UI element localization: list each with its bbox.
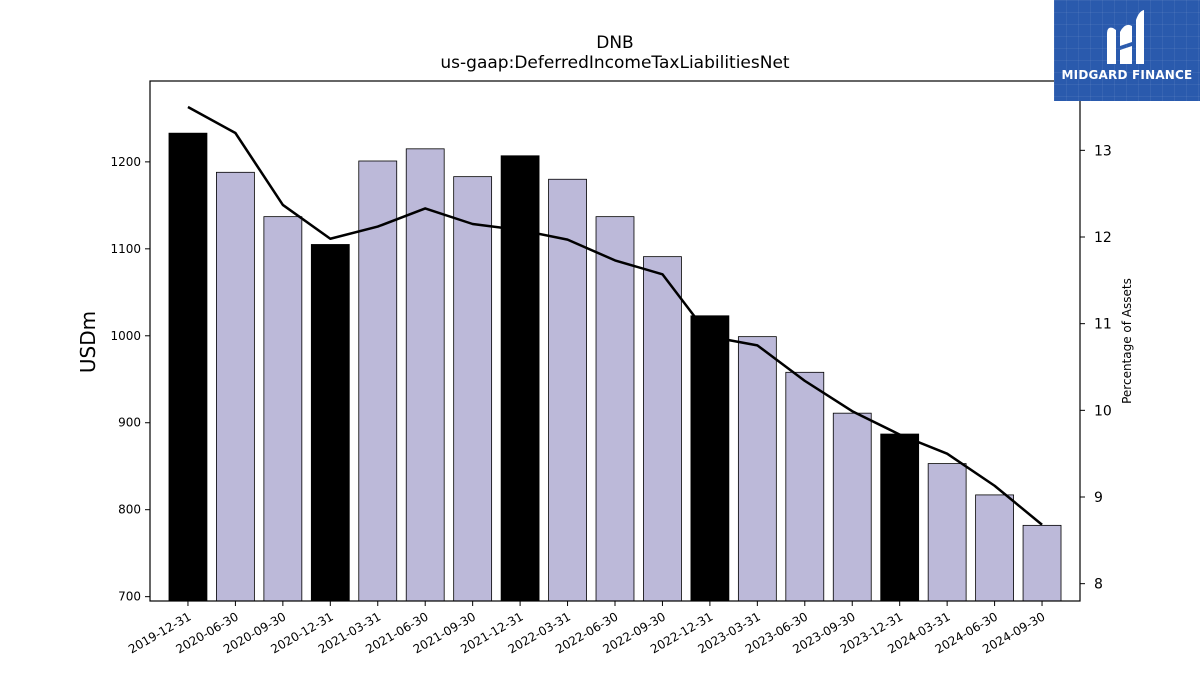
bar [880,433,920,602]
bar [690,315,730,602]
y-tick-label: 900 [118,416,141,430]
bar [975,494,1014,602]
bar [263,216,303,602]
bar [927,463,967,602]
bar [453,176,493,602]
bar [358,160,398,602]
brand-logo: MIDGARD FINANCE [1054,0,1200,101]
y-axis-label: USDm [76,311,100,373]
brand-name: MIDGARD FINANCE [1061,68,1193,82]
y-tick-label: 800 [118,503,141,517]
y2-tick-label: 9 [1094,490,1103,506]
bar [168,132,208,602]
y-tick-label: 1100 [110,242,141,256]
bar [500,155,540,602]
y-tick-label: 700 [118,590,141,604]
y2-axis-label: Percentage of Assets [1120,278,1134,404]
bar [595,216,635,602]
chart-title-concept: us-gaap:DeferredIncomeTaxLiabilitiesNet [440,53,790,73]
bar [310,244,350,602]
y-tick-label: 1000 [110,329,141,343]
bar [216,171,255,602]
bar [548,178,587,602]
y2-tick-label: 12 [1094,230,1112,246]
midgard-logo-icon [1107,10,1144,65]
bar [785,371,825,602]
chart-title-ticker: DNB [596,33,634,53]
bar [405,148,445,602]
bar [1022,524,1062,602]
y2-tick-label: 11 [1094,317,1112,333]
bar [643,256,682,602]
percentage-line [187,105,1043,526]
bar [737,336,777,602]
bar [832,412,872,602]
y2-tick-label: 13 [1094,143,1112,159]
y2-tick-label: 10 [1094,403,1112,419]
y2-tick-label: 8 [1094,577,1103,593]
y-tick-label: 1200 [110,155,141,169]
